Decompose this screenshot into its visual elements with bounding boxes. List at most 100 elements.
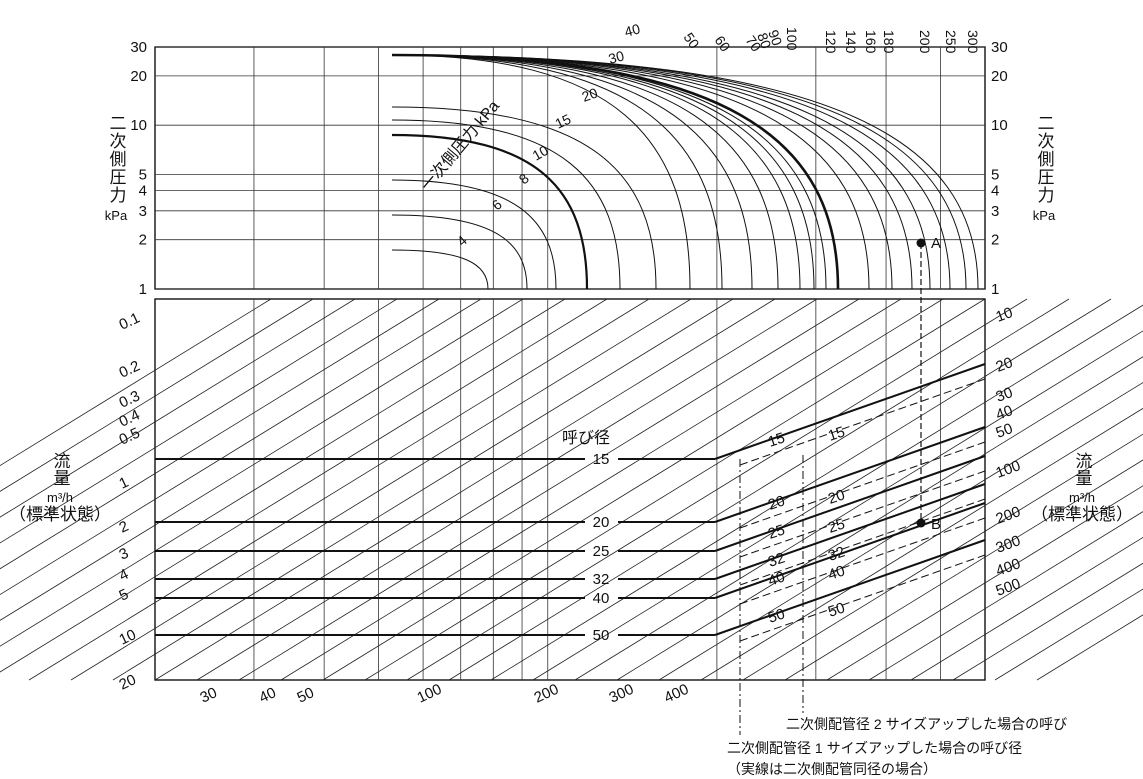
flow-diagonal xyxy=(0,298,608,673)
point-b-label: B xyxy=(931,516,941,533)
right-flow-tick: 200 xyxy=(994,503,1023,528)
left-flow-tick: 0.2 xyxy=(117,357,143,381)
right-pressure-tick: 5 xyxy=(991,166,999,183)
right-flow-label: 流量 m³/h （標準状態） xyxy=(1031,452,1133,524)
flow-diagonal xyxy=(1036,614,1143,681)
left-pressure-tick: 4 xyxy=(139,182,147,199)
right-flow-tick: 400 xyxy=(994,555,1023,580)
flow-diagonal xyxy=(28,298,650,681)
primary-pressure-curve-180 xyxy=(391,54,931,290)
size-label-right-50: 50 xyxy=(826,599,847,620)
right-flow-tick: 20 xyxy=(994,354,1015,376)
primary-pressure-curve-30 xyxy=(391,54,691,290)
right-flow-tick: 300 xyxy=(994,532,1023,557)
bottom-flow-tick: 50 xyxy=(295,684,317,706)
flow-diagonal xyxy=(280,298,902,681)
left-pressure-label: 二次側圧力 kPa xyxy=(104,114,128,223)
primary-pressure-curve-300 xyxy=(391,54,979,290)
size-label-right-32: 32 xyxy=(826,543,847,564)
primary-pressure-curve-8 xyxy=(391,179,557,290)
flow-diagonal xyxy=(490,298,1112,681)
curve-label-10: 10 xyxy=(530,142,552,164)
flow-diagonal xyxy=(0,298,314,492)
left-flow-tick: 10 xyxy=(117,626,139,648)
left-pressure-tick: 3 xyxy=(139,203,147,220)
primary-pressure-curve-15 xyxy=(391,119,621,290)
right-pressure-tick: 10 xyxy=(991,117,1008,134)
size-label-mid-32: 32 xyxy=(766,549,787,570)
bottom-flow-tick: 300 xyxy=(607,681,637,707)
primary-pressure-curve-100 xyxy=(391,53,840,290)
bottom-flow-tick: 200 xyxy=(532,681,562,707)
primary-pressure-curves xyxy=(391,53,979,290)
right-pressure-label: 二次側圧力 kPa xyxy=(1032,114,1056,223)
flow-diagonal xyxy=(0,298,356,518)
flow-diagonal xyxy=(0,298,398,544)
flow-diagonal xyxy=(616,356,1143,681)
top-panel-frame xyxy=(154,46,986,290)
curve-label-140: 140 xyxy=(843,30,859,54)
size-label-20: 20 xyxy=(593,514,610,531)
right-flow-tick: 50 xyxy=(994,420,1015,442)
nominal-size-lines xyxy=(155,363,986,642)
primary-pressure-curve-90 xyxy=(391,54,827,290)
curve-label-160: 160 xyxy=(863,30,879,54)
flow-diagonal xyxy=(196,298,818,681)
primary-pressure-curve-4 xyxy=(391,249,489,290)
curve-label-200: 200 xyxy=(917,30,933,54)
point-a xyxy=(916,238,926,248)
size-label-32: 32 xyxy=(593,571,610,588)
left-pressure-tick: 5 xyxy=(139,166,147,183)
flow-diagonal xyxy=(994,588,1143,681)
curve-label-4: 4 xyxy=(454,232,470,249)
primary-pressure-curve-10 xyxy=(391,133,589,290)
curve-label-250: 250 xyxy=(943,30,959,54)
left-flow-tick: 5 xyxy=(117,586,132,605)
right-flow-tick: 100 xyxy=(994,457,1023,482)
bottom-flow-tick: 40 xyxy=(257,684,279,706)
note-one-size-up: 二次側配管径 1 サイズアップした場合の呼び径 xyxy=(727,740,1023,756)
primary-pressure-curve-40 xyxy=(391,54,723,290)
flow-diagonal xyxy=(0,298,482,596)
curve-label-8: 8 xyxy=(516,170,532,187)
size-label-40: 40 xyxy=(593,590,610,607)
right-flow-tick: 30 xyxy=(994,384,1015,406)
size-label-mid-15: 15 xyxy=(766,429,787,450)
flow-diagonal xyxy=(0,298,440,570)
curve-label-80: 80 xyxy=(754,31,774,51)
left-pressure-tick: 10 xyxy=(130,117,147,134)
flow-diagonal xyxy=(868,511,1143,681)
note-same-size: （実線は二次側配管同径の場合） xyxy=(727,761,937,777)
left-flow-tick: 4 xyxy=(117,566,132,585)
point-a-label: A xyxy=(931,235,941,252)
right-pressure-tick: 3 xyxy=(991,203,999,220)
curve-label-40: 40 xyxy=(623,20,642,40)
flow-diagonal xyxy=(406,298,1028,681)
right-pressure-tick: 1 xyxy=(991,281,999,298)
nominal-size-label: 呼び径 xyxy=(562,429,610,447)
point-b xyxy=(916,518,926,528)
curve-label-120: 120 xyxy=(823,30,839,54)
left-pressure-tick: 30 xyxy=(130,39,147,56)
primary-pressure-curve-50 xyxy=(391,54,753,290)
primary-pressure-curve-6 xyxy=(391,214,528,290)
bottom-panel-frame xyxy=(154,298,986,681)
size-label-25: 25 xyxy=(593,543,610,560)
flow-diagonal xyxy=(0,298,524,621)
curve-label-60: 60 xyxy=(712,33,734,55)
curve-label-20: 20 xyxy=(580,84,600,104)
flow-diagonal xyxy=(532,304,1143,681)
size-slope-50 xyxy=(714,539,986,636)
left-flow-label: 流量 m³/h （標準状態） xyxy=(9,452,111,524)
flow-diagonal xyxy=(364,298,986,681)
flow-diagonal xyxy=(952,562,1143,681)
curve-label-15: 15 xyxy=(553,111,574,132)
size-label-right-20: 20 xyxy=(826,486,847,507)
primary-pressure-curve-250 xyxy=(391,54,967,290)
flow-diagonal xyxy=(742,433,1143,681)
operating-points: AB xyxy=(739,235,941,735)
flow-diagonal xyxy=(322,298,944,681)
right-flow-tick: 500 xyxy=(994,575,1023,600)
